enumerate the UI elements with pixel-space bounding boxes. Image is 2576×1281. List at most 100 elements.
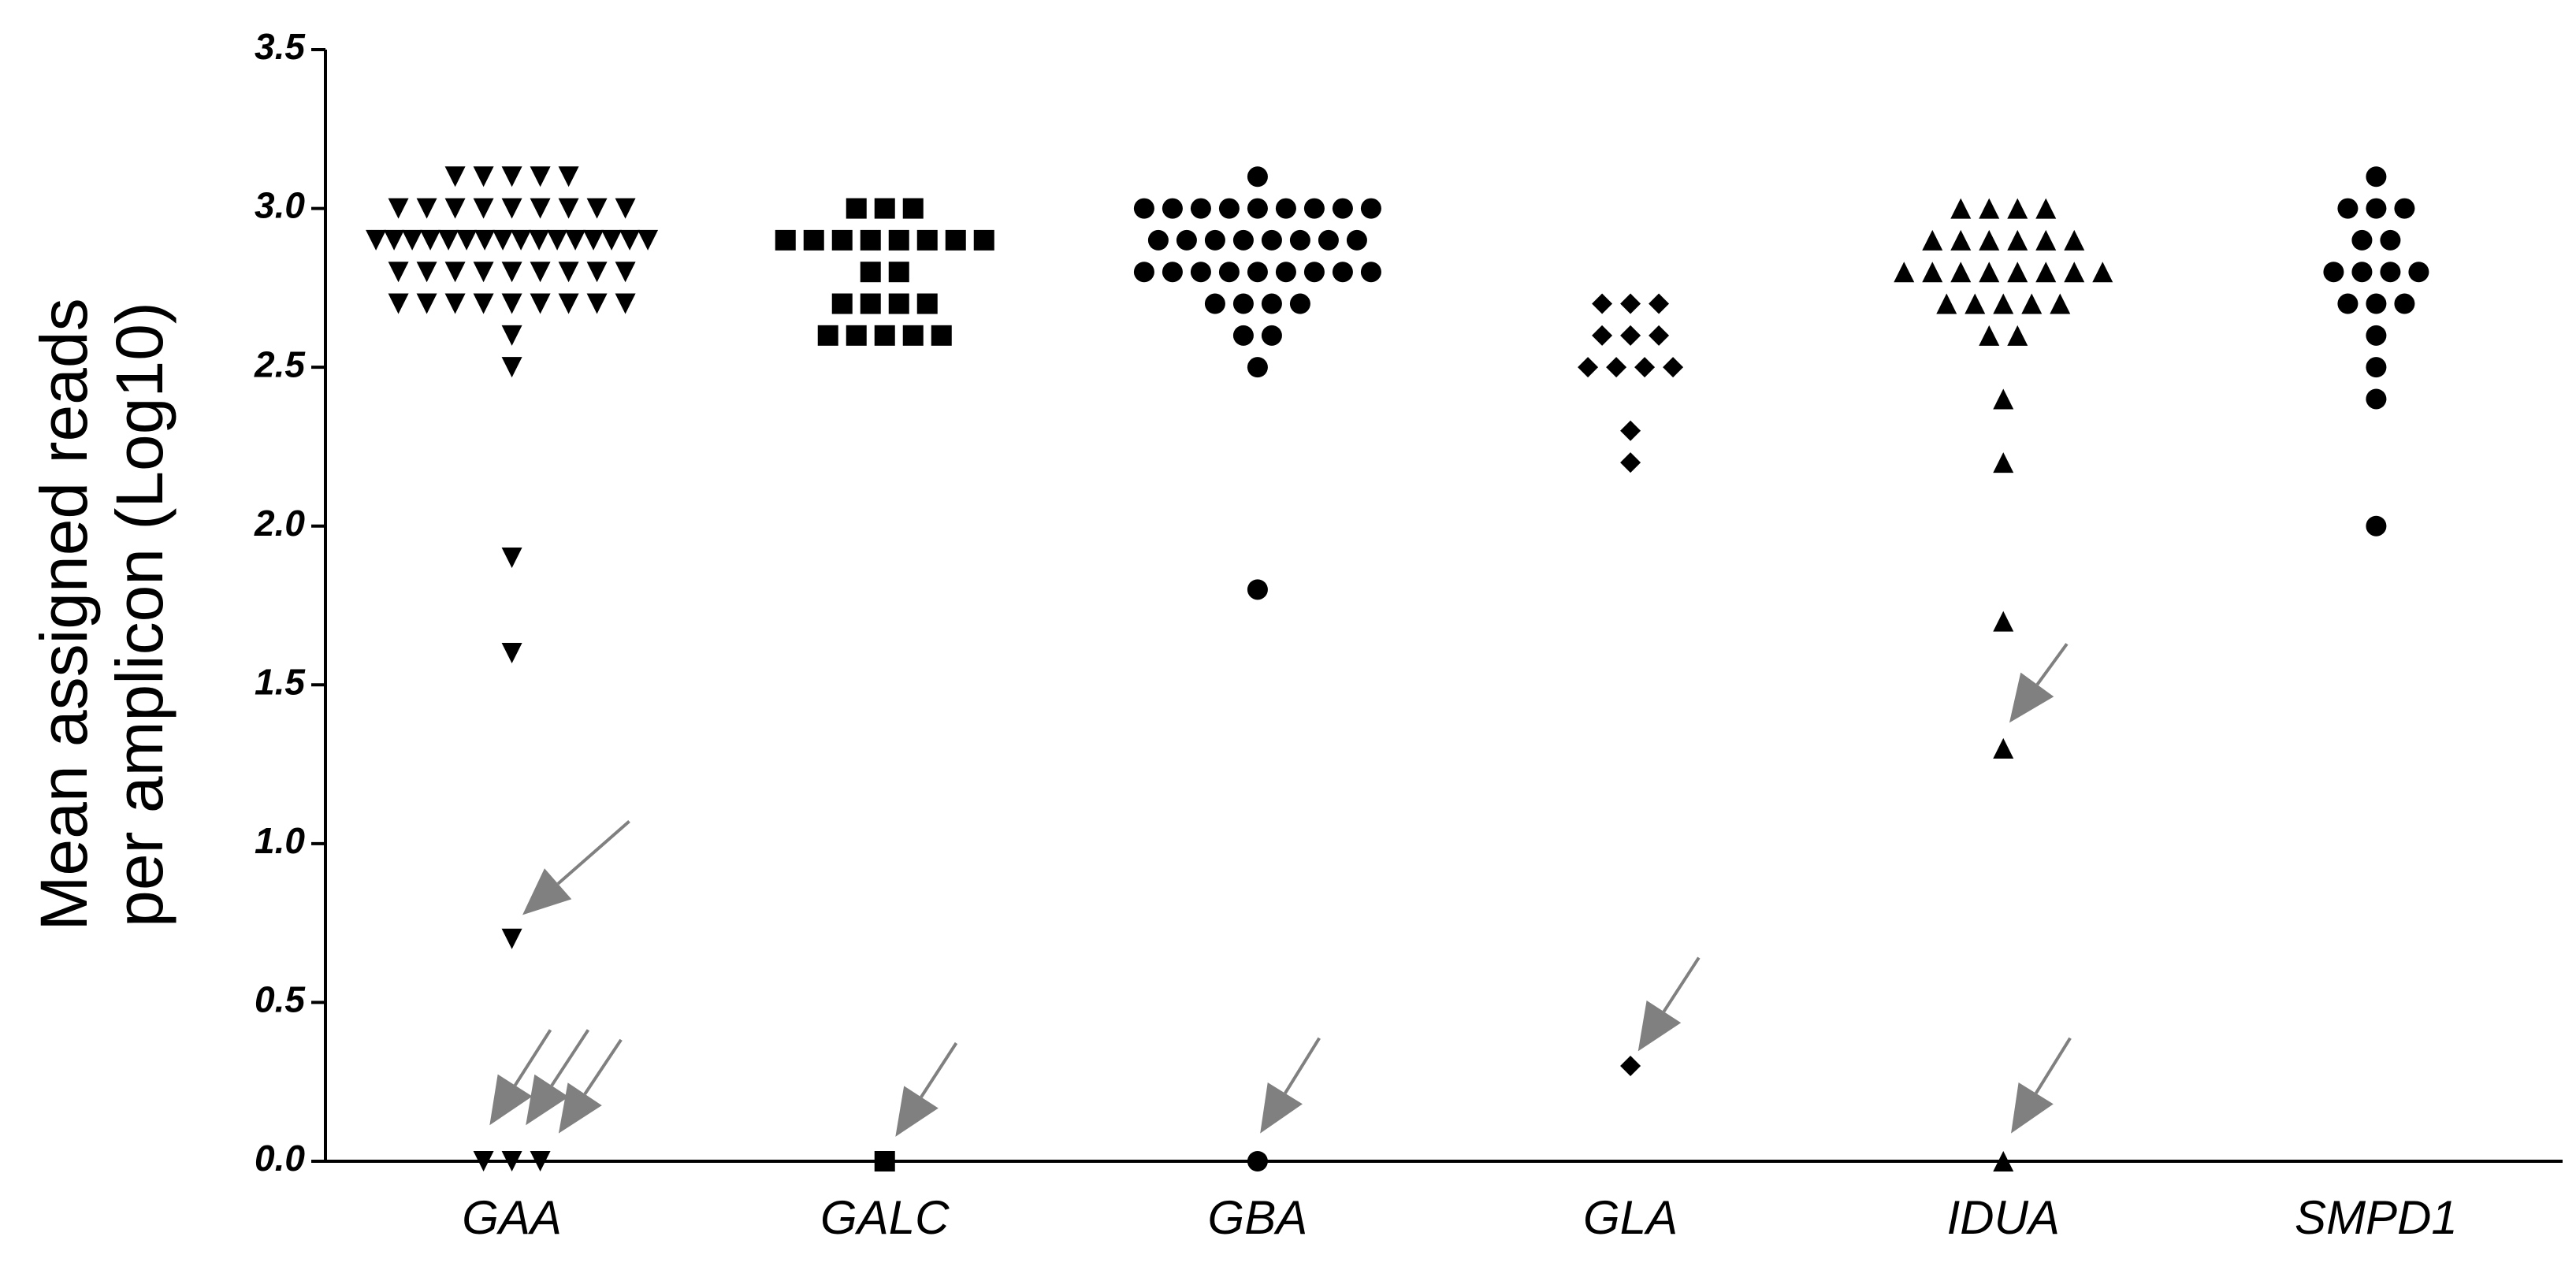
y-axis-label-line: per amplicon (Log10) (102, 302, 177, 927)
dot (558, 198, 579, 219)
dot (1606, 357, 1627, 378)
dot (501, 293, 522, 314)
dot (619, 229, 641, 251)
dot (1663, 357, 1684, 378)
x-tick-label: SMPD1 (2295, 1191, 2458, 1244)
x-tick-label: GLA (1583, 1191, 1678, 1244)
dot (438, 229, 459, 251)
dot (1247, 579, 1268, 600)
arrow-shaft (2035, 643, 2069, 686)
dot (1176, 229, 1197, 251)
dot (558, 262, 579, 283)
dot (420, 229, 441, 251)
x-tick-label: GBA (1208, 1191, 1308, 1244)
dot (384, 229, 405, 251)
y-tick-label: 0.0 (255, 1138, 305, 1179)
dot (2366, 388, 2387, 410)
dot (2366, 515, 2387, 537)
dot (388, 262, 409, 283)
dot (2035, 229, 2057, 251)
dot (501, 357, 522, 378)
dot (473, 293, 494, 314)
dot (2050, 293, 2071, 314)
dot (1247, 262, 1268, 283)
dot (2007, 229, 2028, 251)
arrow-shaft (583, 1038, 623, 1095)
dot (615, 293, 636, 314)
y-tick-label: 3.5 (255, 26, 306, 67)
dot (501, 642, 522, 663)
dot (1993, 1151, 2014, 1171)
x-tick-label: IDUA (1947, 1191, 2060, 1244)
dot (586, 293, 608, 314)
y-tick-label: 1.0 (255, 820, 305, 861)
dot (1247, 198, 1268, 219)
dot (474, 229, 496, 251)
dot (547, 229, 568, 251)
dot (416, 198, 437, 219)
dot (1303, 262, 1325, 283)
dot (1634, 357, 1656, 378)
dot (1993, 452, 2014, 473)
dot (444, 166, 466, 188)
dot (2064, 229, 2085, 251)
dot (1979, 229, 2000, 251)
dot (1275, 262, 1296, 283)
dot (2007, 262, 2028, 283)
arrow-shaft (556, 819, 630, 886)
dot (530, 293, 551, 314)
dot (501, 325, 522, 346)
dot (860, 262, 881, 283)
dot (1979, 325, 2000, 346)
dot (874, 198, 895, 219)
dot (902, 198, 924, 219)
dot (501, 262, 522, 283)
dot (1993, 388, 2014, 410)
dot (558, 293, 579, 314)
dot (1247, 166, 1268, 188)
dot (1218, 262, 1240, 283)
dot (473, 166, 494, 188)
dot (637, 229, 659, 251)
dot (615, 198, 636, 219)
arrow-head (895, 1086, 939, 1137)
arrow-shaft (1662, 956, 1701, 1013)
arrow-shaft (550, 1029, 590, 1087)
dot (601, 229, 623, 251)
dot (529, 229, 550, 251)
dot (1950, 198, 1972, 219)
arrow-shaft (513, 1029, 552, 1086)
dot (803, 229, 824, 251)
arrow-head (558, 1082, 602, 1134)
dot (501, 166, 522, 188)
dot (615, 262, 636, 283)
dot (1190, 262, 1211, 283)
dot (2035, 198, 2057, 219)
dot (493, 229, 514, 251)
dot (1190, 198, 1211, 219)
dot (1275, 198, 1296, 219)
dot (888, 262, 909, 283)
dot (1993, 737, 2014, 759)
dot (1894, 262, 1915, 283)
dot (1332, 262, 1353, 283)
dot (1360, 198, 1381, 219)
dot (2366, 325, 2387, 346)
x-tick-label: GALC (820, 1191, 950, 1244)
y-tick-label: 3.0 (255, 185, 305, 226)
dot (530, 262, 551, 283)
dot (902, 325, 924, 346)
dot (1993, 611, 2014, 632)
dot (1620, 420, 1641, 441)
dot (511, 229, 532, 251)
dot (1162, 198, 1183, 219)
dot (1232, 325, 1254, 346)
dot (1620, 293, 1641, 314)
dot (1133, 262, 1154, 283)
dot (1979, 262, 2000, 283)
dot (1261, 293, 1282, 314)
dot (860, 293, 881, 314)
dot (530, 166, 551, 188)
arrow-head (2009, 672, 2054, 723)
dot (973, 229, 994, 251)
